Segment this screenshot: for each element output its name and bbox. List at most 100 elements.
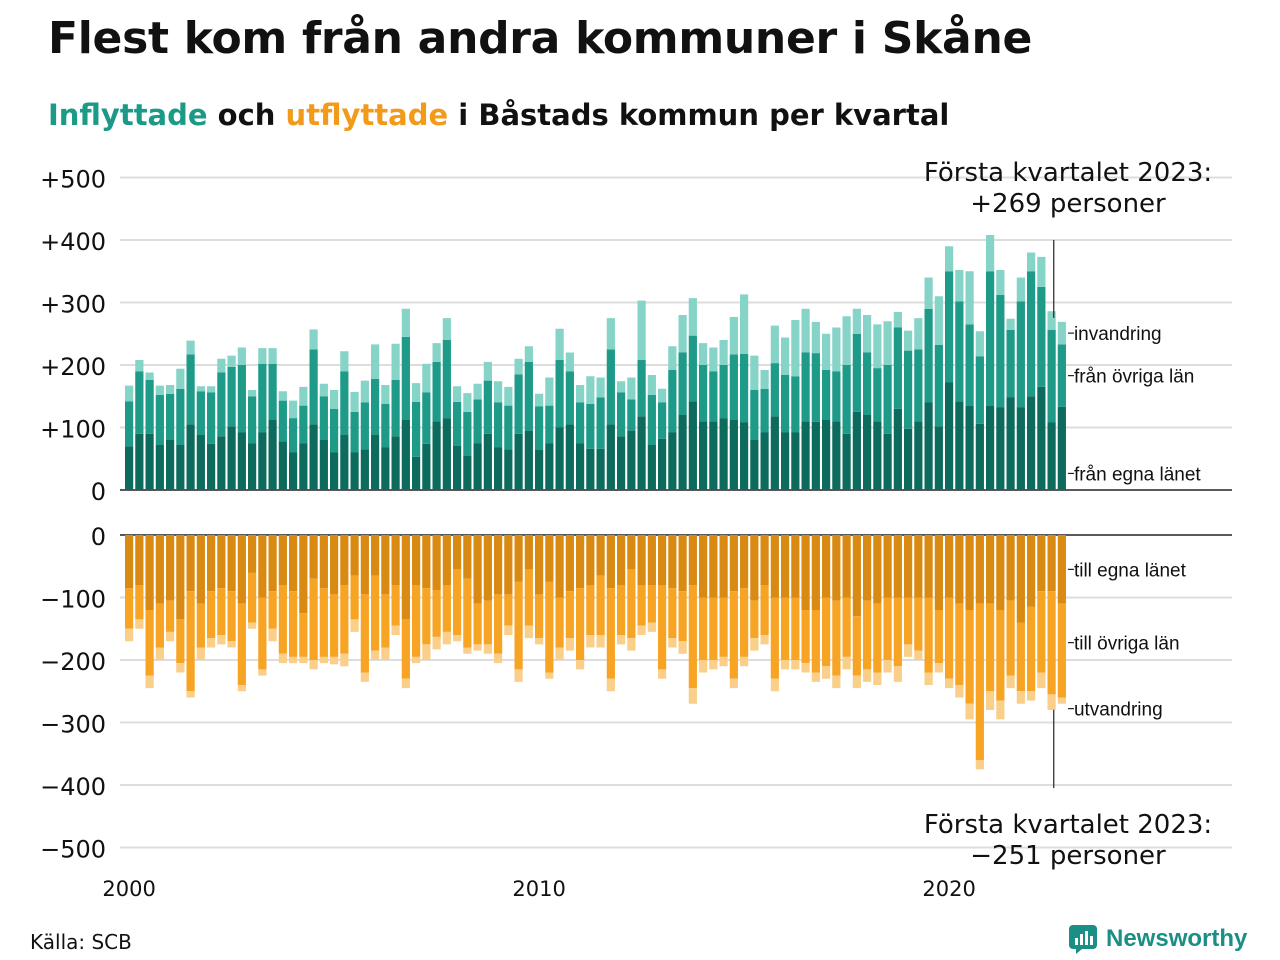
inflow-bar-other-counties bbox=[914, 349, 923, 422]
y-tick-label: −300 bbox=[40, 711, 106, 739]
series-label-other-counties-in: från övriga län bbox=[1074, 367, 1194, 388]
inflow-bar-other-counties bbox=[1047, 330, 1056, 423]
inflow-bar-migration bbox=[719, 340, 728, 365]
outflow-bar-own-county bbox=[299, 535, 308, 614]
inflow-bar-migration bbox=[422, 363, 431, 393]
annotation-inflow-heading: Första kvartalet 2023: bbox=[924, 158, 1212, 188]
inflow-bar-other-counties bbox=[340, 371, 349, 435]
outflow-bar-own-county bbox=[986, 535, 995, 604]
outflow-bar-migration bbox=[934, 663, 943, 673]
outflow-bar-other-counties bbox=[565, 591, 574, 639]
outflow-bar-other-counties bbox=[586, 585, 595, 635]
chart-title: Flest kom från andra kommuner i Skåne bbox=[48, 13, 1033, 64]
inflow-bar-migration bbox=[227, 355, 236, 367]
outflow-bar-migration bbox=[135, 619, 144, 629]
inflow-bar-migration bbox=[135, 360, 144, 372]
inflow-bar-other-counties bbox=[750, 390, 759, 440]
outflow-bar-own-county bbox=[473, 535, 482, 604]
outflow-bar-own-county bbox=[801, 535, 810, 610]
outflow-bar-migration bbox=[340, 653, 349, 667]
outflow-bar-own-county bbox=[330, 535, 339, 595]
outflow-bar-migration bbox=[545, 672, 554, 679]
outflow-bar-own-county bbox=[975, 535, 984, 604]
outflow-bar-own-county bbox=[924, 535, 933, 598]
inflow-bar-own-county bbox=[1037, 386, 1046, 490]
outflow-bar-migration bbox=[237, 685, 246, 692]
outflow-bar-own-county bbox=[381, 535, 390, 595]
inflow-bar-migration bbox=[842, 316, 851, 365]
inflow-bar-own-county bbox=[678, 415, 687, 490]
inflow-bar-own-county bbox=[699, 421, 708, 490]
outflow-bar-own-county bbox=[391, 535, 400, 585]
outflow-bar-other-counties bbox=[155, 603, 164, 648]
inflow-bar-own-county bbox=[627, 430, 636, 490]
outflow-bar-migration bbox=[524, 625, 533, 639]
outflow-bar-other-counties bbox=[1037, 591, 1046, 673]
outflow-bar-own-county bbox=[955, 535, 964, 604]
inflow-bar-other-counties bbox=[617, 392, 626, 437]
inflow-bar-migration bbox=[1037, 256, 1046, 287]
inflow-bar-own-county bbox=[565, 424, 574, 490]
outflow-bar-other-counties bbox=[627, 569, 636, 639]
series-label-immigration: invandring bbox=[1074, 324, 1162, 345]
outflow-bar-migration bbox=[791, 660, 800, 670]
inflow-bar-other-counties bbox=[781, 375, 790, 433]
inflow-bar-migration bbox=[524, 346, 533, 362]
outflow-bar-other-counties bbox=[494, 594, 503, 654]
inflow-bar-migration bbox=[914, 318, 923, 350]
outflow-bar-own-county bbox=[1006, 535, 1015, 601]
outflow-bar-migration bbox=[811, 672, 820, 682]
inflow-bar-own-county bbox=[729, 420, 738, 490]
outflow-bar-own-county bbox=[1047, 535, 1056, 592]
inflow-bar-own-county bbox=[1006, 397, 1015, 490]
inflow-bar-migration bbox=[781, 337, 790, 375]
outflow-bar-migration bbox=[412, 656, 421, 664]
inflow-bar-migration bbox=[975, 331, 984, 357]
inflow-bar-own-county bbox=[360, 449, 369, 490]
inflow-bar-migration bbox=[576, 385, 585, 403]
inflow-bar-other-counties bbox=[453, 401, 462, 446]
outflow-bar-own-county bbox=[453, 535, 462, 570]
outflow-bar-own-county bbox=[832, 535, 841, 601]
outflow-bar-other-counties bbox=[309, 578, 318, 660]
inflow-bar-migration bbox=[504, 386, 513, 406]
outflow-bar-migration bbox=[330, 656, 339, 665]
inflow-bar-own-county bbox=[555, 427, 564, 490]
inflow-bar-other-counties bbox=[442, 340, 451, 419]
inflow-bar-other-counties bbox=[155, 395, 164, 445]
subtitle-connector: och bbox=[217, 98, 276, 132]
inflow-bar-migration bbox=[166, 385, 175, 394]
inflow-bar-own-county bbox=[545, 443, 554, 490]
inflow-bar-migration bbox=[606, 318, 615, 350]
outflow-bar-migration bbox=[514, 669, 523, 682]
outflow-bar-migration bbox=[207, 638, 216, 648]
outflow-bar-other-counties bbox=[207, 591, 216, 639]
inflow-bar-own-county bbox=[381, 447, 390, 490]
inflow-bar-migration bbox=[196, 386, 205, 392]
outflow-bar-migration bbox=[401, 678, 410, 689]
inflow-bar-other-counties bbox=[412, 401, 421, 457]
inflow-bar-other-counties bbox=[740, 353, 749, 423]
outflow-bar-other-counties bbox=[248, 572, 257, 623]
inflow-bar-own-county bbox=[822, 420, 831, 490]
x-tick-label: 2000 bbox=[102, 877, 155, 900]
inflow-bar-other-counties bbox=[637, 360, 646, 417]
outflow-bar-migration bbox=[781, 660, 790, 670]
inflow-bar-own-county bbox=[196, 435, 205, 490]
inflow-bar-migration bbox=[217, 358, 226, 373]
y-tick-label: −400 bbox=[40, 773, 106, 801]
outflow-bar-own-county bbox=[1037, 535, 1046, 592]
outflow-bar-own-county bbox=[555, 535, 564, 598]
outflow-bar-migration bbox=[1006, 675, 1015, 689]
inflow-bar-other-counties bbox=[1027, 271, 1036, 397]
outflow-bar-migration bbox=[381, 647, 390, 660]
outflow-bar-other-counties bbox=[514, 581, 523, 670]
outflow-bar-own-county bbox=[586, 535, 595, 585]
inflow-bar-migration bbox=[258, 348, 267, 364]
inflow-bar-migration bbox=[924, 277, 933, 309]
outflow-bar-own-county bbox=[883, 535, 892, 598]
outflow-bar-migration bbox=[770, 678, 779, 692]
outflow-bar-migration bbox=[740, 656, 749, 667]
outflow-bar-other-counties bbox=[463, 578, 472, 648]
inflow-bar-own-county bbox=[289, 452, 298, 490]
